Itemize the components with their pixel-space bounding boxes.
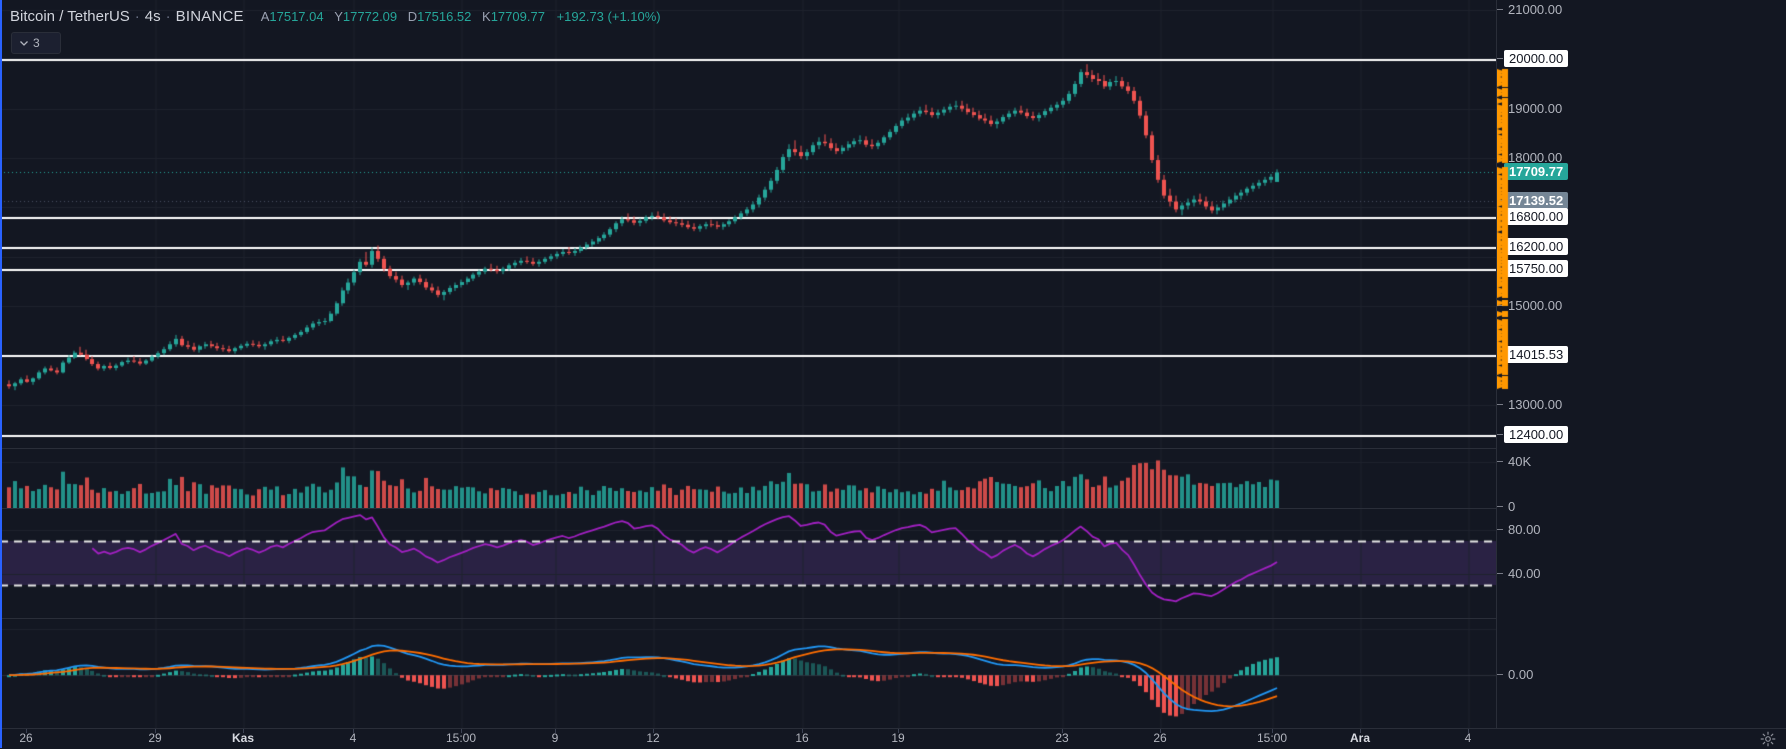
time-label: 26 — [1153, 731, 1167, 745]
time-tick — [1160, 729, 1161, 733]
time-tick — [353, 729, 354, 733]
time-label: 16 — [795, 731, 809, 745]
time-label: 4 — [349, 731, 357, 745]
time-label: 9 — [551, 731, 559, 745]
time-label: 29 — [148, 731, 162, 745]
macd-pane[interactable] — [0, 618, 1496, 728]
rsi-pane[interactable] — [0, 508, 1496, 618]
time-label: Ara — [1349, 731, 1371, 745]
time-tick — [1468, 729, 1469, 733]
time-tick — [461, 729, 462, 733]
price-tick-badge: 14015.53 — [1504, 345, 1569, 363]
time-tick — [898, 729, 899, 733]
time-label: 19 — [891, 731, 905, 745]
price-tick-label: 13000.00 — [1508, 397, 1563, 413]
time-tick — [1062, 729, 1063, 733]
chevron-down-icon — [20, 41, 28, 46]
price-tick-label: 19000.00 — [1508, 100, 1563, 116]
time-tick — [243, 729, 244, 733]
price-tick-label: 18000.00 — [1508, 150, 1563, 166]
time-tick — [1360, 729, 1361, 733]
time-label: 15:00 — [445, 731, 477, 745]
rsi-canvas — [0, 508, 1496, 618]
time-label: 15:00 — [1256, 731, 1288, 745]
price-tick-badge: 12400.00 — [1504, 425, 1569, 443]
price-tick-badge: 20000.00 — [1504, 50, 1569, 68]
rsi-tick-label: 80.00 — [1508, 522, 1541, 537]
time-label: 26 — [19, 731, 33, 745]
price-tick-badge: 15750.00 — [1504, 260, 1569, 278]
pane-divider-volume — [0, 448, 1786, 449]
candlestick-canvas — [0, 0, 1496, 448]
price-tick-badge: 16200.00 — [1504, 237, 1569, 255]
time-tick — [802, 729, 803, 733]
collapse-count: 3 — [33, 36, 40, 50]
price-tick-label: 21000.00 — [1508, 1, 1563, 17]
legend-collapse-button[interactable]: 3 — [11, 32, 61, 54]
time-label: 23 — [1055, 731, 1069, 745]
price-tick-badge: 16800.00 — [1504, 208, 1569, 226]
price-tick-badge: 17139.52 — [1504, 191, 1569, 209]
time-tick — [1272, 729, 1273, 733]
volume-tick-label: 0 — [1508, 499, 1516, 514]
time-label: Kas — [231, 731, 255, 745]
time-tick — [555, 729, 556, 733]
time-label: 12 — [646, 731, 660, 745]
pane-divider-macd — [0, 618, 1786, 619]
price-alert-markers — [1497, 0, 1511, 728]
volume-pane[interactable] — [0, 448, 1496, 508]
price-tick-label: 15000.00 — [1508, 298, 1563, 314]
time-tick — [26, 729, 27, 733]
rsi-tick-label: 40.00 — [1508, 566, 1541, 581]
time-tick — [653, 729, 654, 733]
macd-tick-label: 0.00 — [1508, 667, 1534, 683]
price-pane[interactable] — [0, 0, 1496, 448]
macd-canvas — [0, 618, 1496, 728]
volume-tick-label: 40K — [1508, 453, 1532, 469]
time-scale[interactable]: 26 29 Kas 4 15:00 9 12 16 19 23 26 15:00 Ara 4 — [0, 728, 1786, 749]
price-tick-badge: 17709.77 — [1504, 163, 1569, 181]
time-label: 4 — [1464, 731, 1472, 745]
volume-canvas — [0, 448, 1496, 508]
gear-icon[interactable] — [1760, 731, 1776, 747]
pane-divider-rsi — [0, 508, 1786, 509]
price-scale[interactable]: 21000.00 20000.00 19000.00 18000.00 17709.77… — [1496, 0, 1786, 728]
time-tick — [155, 729, 156, 733]
